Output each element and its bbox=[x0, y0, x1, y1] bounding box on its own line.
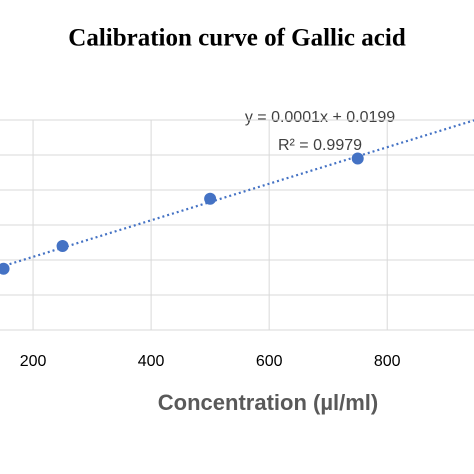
trend-equation: y = 0.0001x + 0.0199 bbox=[245, 109, 395, 126]
r-squared: R² = 0.9979 bbox=[278, 137, 362, 154]
data-point bbox=[351, 152, 364, 165]
x-axis-title: Concentration (µl/ml) bbox=[158, 390, 378, 415]
data-point bbox=[0, 262, 10, 275]
data-point bbox=[56, 240, 69, 252]
trendline bbox=[0, 119, 474, 269]
x-tick-label: 200 bbox=[20, 353, 47, 370]
chart-title: Calibration curve of Gallic acid bbox=[68, 25, 406, 52]
x-tick-label: 400 bbox=[138, 353, 165, 370]
x-tick-label: 800 bbox=[374, 353, 401, 370]
x-tick-label: 600 bbox=[256, 353, 283, 370]
data-point bbox=[204, 192, 217, 205]
